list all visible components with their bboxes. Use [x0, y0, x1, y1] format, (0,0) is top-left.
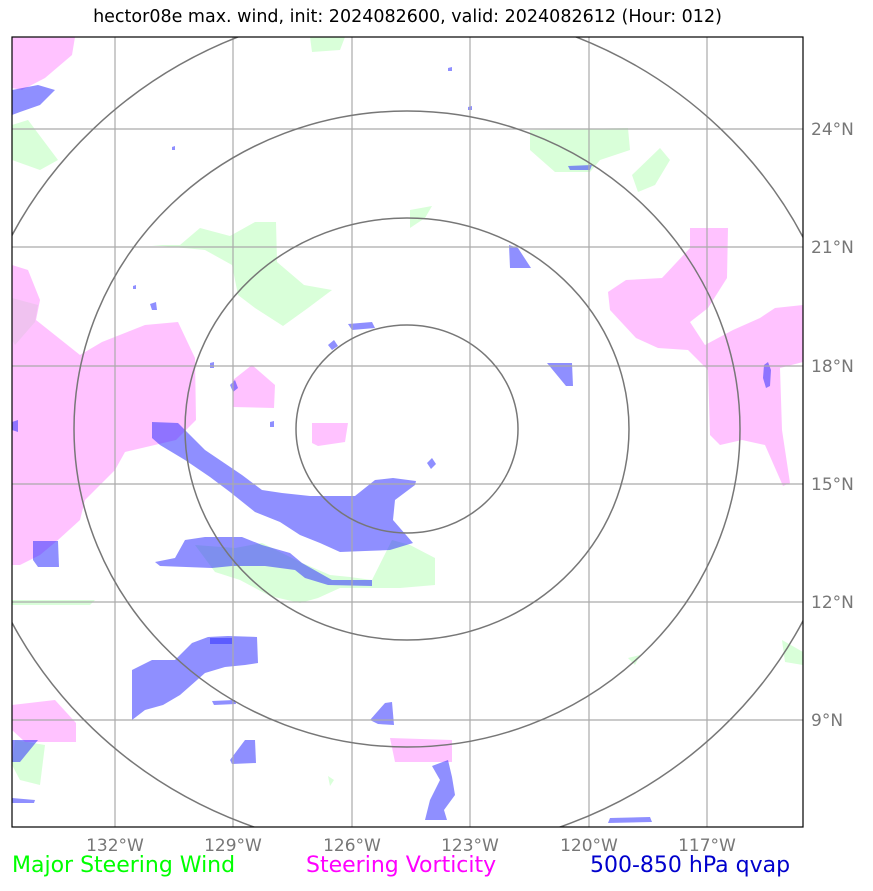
lon-label: 129°W: [204, 836, 262, 856]
latitude-labels: 24°N 21°N 18°N 15°N 12°N 9°N: [811, 120, 854, 731]
steering-vorticity-layer: [12, 37, 803, 762]
legend-steering-wind: Major Steering Wind: [12, 853, 236, 878]
range-ring: [295, 324, 519, 534]
map-frame: [11, 36, 804, 828]
lat-label: 12°N: [811, 593, 854, 613]
longitude-labels: 132°W 129°W 126°W 123°W 120°W 117°W: [86, 836, 736, 856]
qvap-layer: [12, 67, 771, 823]
legend-steering-vorticity: Steering Vorticity: [306, 853, 497, 878]
lon-label: 126°W: [323, 836, 381, 856]
graticule: [12, 37, 803, 827]
legend-qvap: 500-850 hPa qvap: [590, 853, 791, 878]
range-ring: [184, 217, 630, 641]
lon-label: 120°W: [560, 836, 618, 856]
map-title: hector08e max. wind, init: 2024082600, v…: [93, 7, 722, 27]
lon-label: 117°W: [678, 836, 736, 856]
lat-label: 9°N: [811, 711, 843, 731]
lat-label: 15°N: [811, 475, 854, 495]
lat-label: 24°N: [811, 120, 854, 140]
lat-label: 18°N: [811, 357, 854, 377]
lon-label: 132°W: [86, 836, 144, 856]
lat-label: 21°N: [811, 238, 854, 258]
lon-label: 123°W: [441, 836, 499, 856]
range-ring: [73, 110, 741, 748]
range-rings: [12, 37, 803, 827]
